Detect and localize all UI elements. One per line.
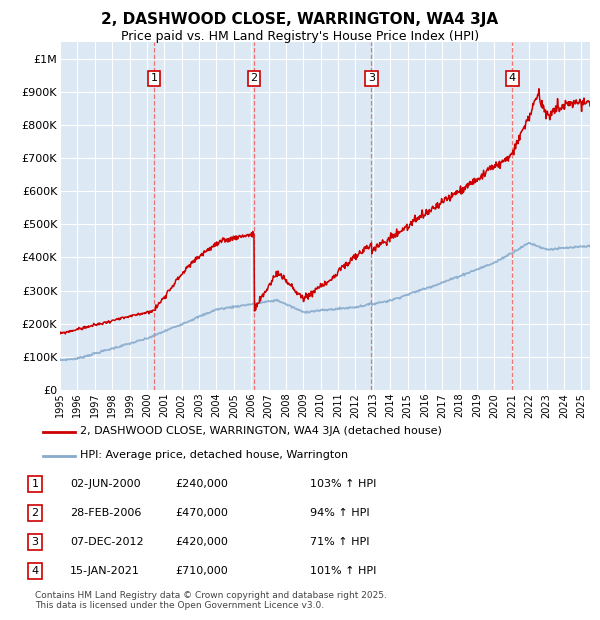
Text: 101% ↑ HPI: 101% ↑ HPI [310,566,376,576]
Text: 3: 3 [32,537,38,547]
Text: HPI: Average price, detached house, Warrington: HPI: Average price, detached house, Warr… [80,451,348,461]
Text: 28-FEB-2006: 28-FEB-2006 [70,508,142,518]
Text: 2, DASHWOOD CLOSE, WARRINGTON, WA4 3JA: 2, DASHWOOD CLOSE, WARRINGTON, WA4 3JA [101,12,499,27]
Text: 71% ↑ HPI: 71% ↑ HPI [310,537,370,547]
Text: 15-JAN-2021: 15-JAN-2021 [70,566,140,576]
Text: Contains HM Land Registry data © Crown copyright and database right 2025.
This d: Contains HM Land Registry data © Crown c… [35,591,387,610]
Text: 4: 4 [31,566,38,576]
Text: £710,000: £710,000 [175,566,228,576]
Text: 3: 3 [368,73,375,84]
Text: 1: 1 [151,73,158,84]
Text: 1: 1 [32,479,38,489]
Text: 4: 4 [509,73,516,84]
Text: £240,000: £240,000 [175,479,228,489]
Text: 2: 2 [250,73,257,84]
Text: 94% ↑ HPI: 94% ↑ HPI [310,508,370,518]
Text: £470,000: £470,000 [175,508,228,518]
Text: 103% ↑ HPI: 103% ↑ HPI [310,479,376,489]
Text: 2: 2 [31,508,38,518]
Text: £420,000: £420,000 [175,537,228,547]
Text: 02-JUN-2000: 02-JUN-2000 [70,479,140,489]
Text: Price paid vs. HM Land Registry's House Price Index (HPI): Price paid vs. HM Land Registry's House … [121,30,479,43]
Text: 2, DASHWOOD CLOSE, WARRINGTON, WA4 3JA (detached house): 2, DASHWOOD CLOSE, WARRINGTON, WA4 3JA (… [80,427,442,436]
Text: 07-DEC-2012: 07-DEC-2012 [70,537,143,547]
